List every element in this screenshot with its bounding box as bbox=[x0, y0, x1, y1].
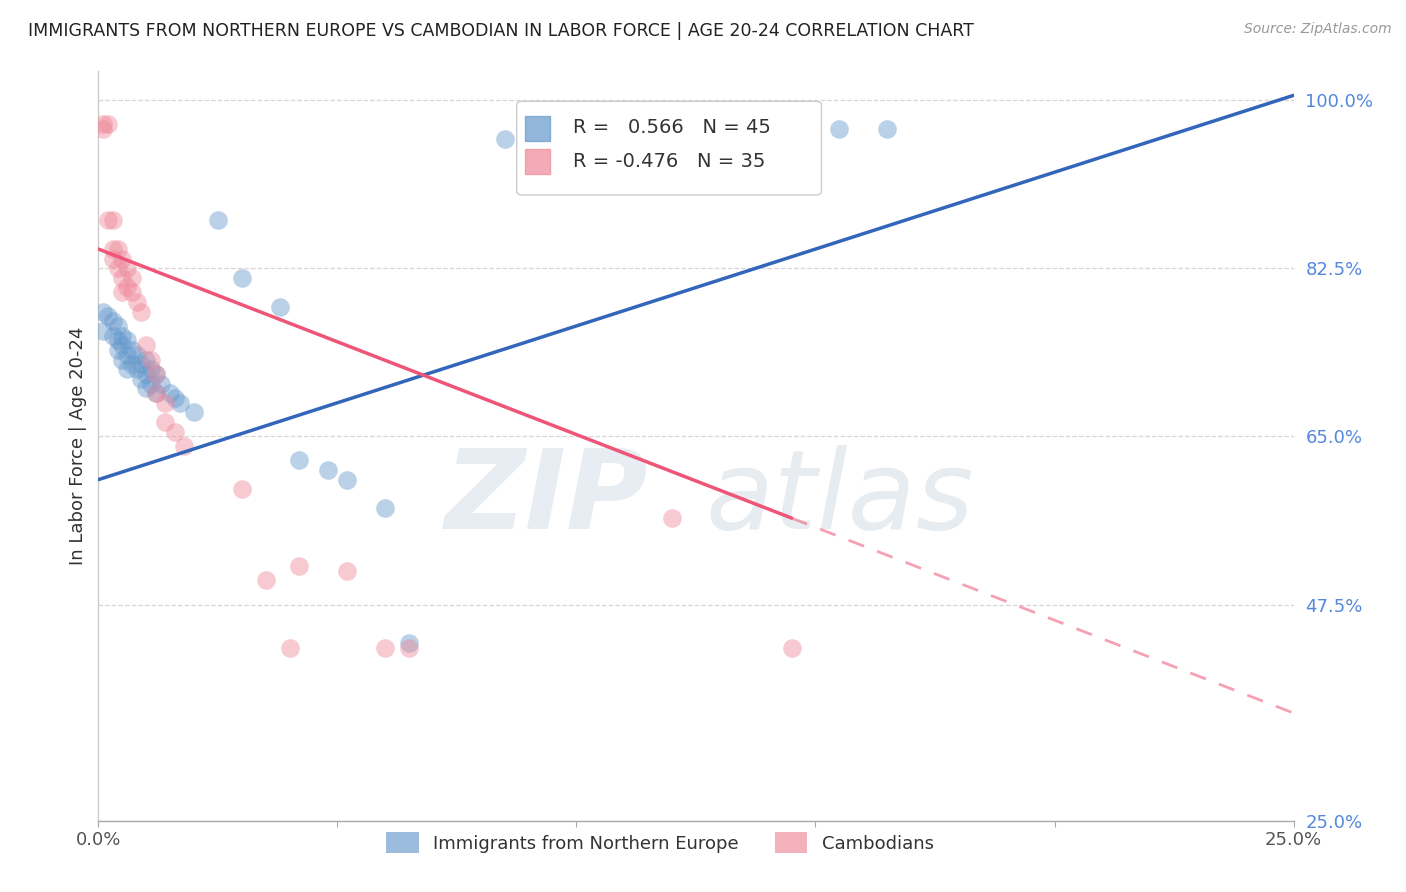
Point bbox=[111, 285, 134, 300]
Point bbox=[398, 640, 420, 655]
Point bbox=[159, 386, 181, 401]
Legend: Immigrants from Northern Europe, Cambodians: Immigrants from Northern Europe, Cambodi… bbox=[380, 825, 941, 860]
Point bbox=[111, 338, 134, 352]
Point bbox=[183, 405, 205, 419]
Point bbox=[101, 252, 124, 266]
Point bbox=[111, 252, 134, 266]
Point bbox=[91, 117, 114, 131]
Point bbox=[135, 367, 157, 381]
Point bbox=[145, 367, 167, 381]
Point bbox=[121, 357, 143, 371]
Point bbox=[876, 122, 898, 136]
Point bbox=[207, 213, 229, 227]
Point bbox=[115, 348, 138, 362]
FancyBboxPatch shape bbox=[517, 102, 821, 195]
Point bbox=[163, 425, 186, 439]
Point bbox=[661, 511, 683, 525]
Point bbox=[288, 453, 311, 467]
Point bbox=[101, 213, 124, 227]
Point bbox=[101, 328, 124, 343]
Point bbox=[125, 348, 148, 362]
Point bbox=[115, 362, 138, 376]
Point bbox=[155, 396, 177, 410]
Point bbox=[135, 352, 157, 367]
Point bbox=[169, 396, 191, 410]
Point bbox=[125, 362, 148, 376]
Point bbox=[91, 122, 114, 136]
Point bbox=[135, 338, 157, 352]
Y-axis label: In Labor Force | Age 20-24: In Labor Force | Age 20-24 bbox=[69, 326, 87, 566]
Point bbox=[125, 294, 148, 309]
Text: atlas: atlas bbox=[704, 445, 974, 552]
Point bbox=[121, 271, 143, 285]
Text: IMMIGRANTS FROM NORTHERN EUROPE VS CAMBODIAN IN LABOR FORCE | AGE 20-24 CORRELAT: IMMIGRANTS FROM NORTHERN EUROPE VS CAMBO… bbox=[28, 22, 974, 40]
Point bbox=[111, 271, 134, 285]
Point bbox=[517, 122, 540, 136]
Point bbox=[107, 343, 129, 357]
Point bbox=[107, 318, 129, 333]
Point bbox=[131, 372, 153, 386]
Point bbox=[231, 271, 253, 285]
Point bbox=[316, 463, 339, 477]
Point bbox=[101, 314, 124, 328]
Point bbox=[139, 376, 162, 391]
Point bbox=[107, 261, 129, 276]
Point bbox=[101, 242, 124, 256]
Point bbox=[115, 280, 138, 294]
Point bbox=[97, 310, 120, 324]
Point bbox=[111, 328, 134, 343]
Point bbox=[173, 439, 195, 453]
Point bbox=[149, 376, 172, 391]
Point bbox=[131, 304, 153, 318]
Point bbox=[336, 564, 359, 578]
Point bbox=[139, 352, 162, 367]
Text: Source: ZipAtlas.com: Source: ZipAtlas.com bbox=[1244, 22, 1392, 37]
Point bbox=[828, 122, 851, 136]
Point bbox=[91, 324, 114, 338]
Point bbox=[398, 636, 420, 650]
Point bbox=[374, 640, 396, 655]
Point bbox=[155, 415, 177, 429]
Point bbox=[91, 304, 114, 318]
Point bbox=[565, 127, 588, 141]
Point bbox=[288, 559, 311, 574]
Point bbox=[97, 213, 120, 227]
Point bbox=[336, 473, 359, 487]
Point bbox=[121, 285, 143, 300]
Point bbox=[254, 574, 277, 588]
Point bbox=[115, 261, 138, 276]
Text: ZIP: ZIP bbox=[444, 445, 648, 552]
Point bbox=[231, 482, 253, 496]
Point bbox=[145, 386, 167, 401]
Point bbox=[278, 640, 301, 655]
Point bbox=[107, 334, 129, 348]
Point bbox=[135, 381, 157, 395]
Point bbox=[145, 386, 167, 401]
Point bbox=[107, 242, 129, 256]
Point bbox=[115, 334, 138, 348]
Point bbox=[139, 362, 162, 376]
Point bbox=[269, 300, 291, 314]
Point bbox=[780, 640, 803, 655]
Point bbox=[121, 343, 143, 357]
Text: R =   0.566   N = 45: R = 0.566 N = 45 bbox=[572, 118, 770, 137]
Text: R = -0.476   N = 35: R = -0.476 N = 35 bbox=[572, 152, 765, 170]
Point bbox=[145, 367, 167, 381]
Point bbox=[131, 357, 153, 371]
Point bbox=[97, 117, 120, 131]
Point bbox=[374, 501, 396, 516]
Point bbox=[111, 352, 134, 367]
Point bbox=[163, 391, 186, 405]
Point bbox=[494, 131, 516, 145]
